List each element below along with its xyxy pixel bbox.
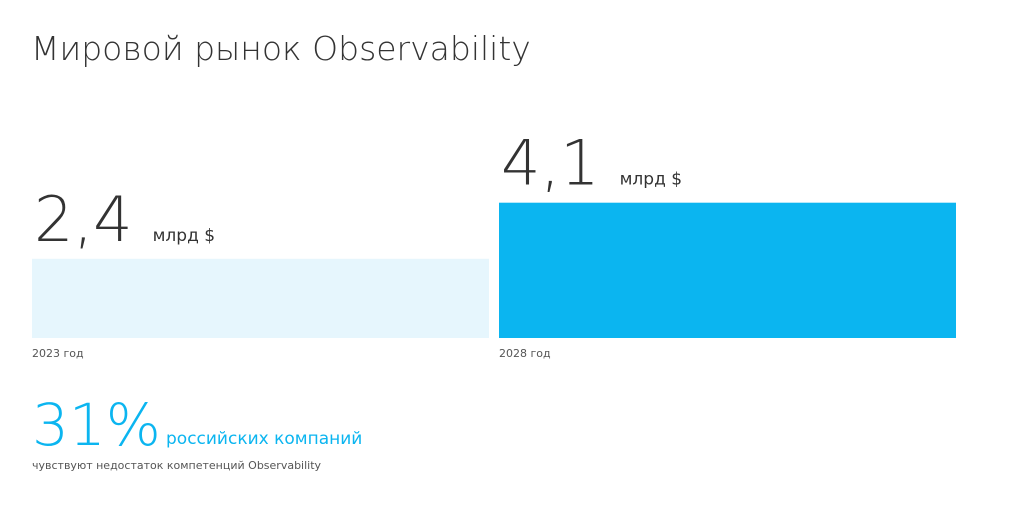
category-label: 2023 год	[32, 347, 84, 360]
value-label: 4,1	[501, 127, 600, 200]
category-label: 2028 год	[499, 347, 551, 360]
value-unit: млрд $	[153, 226, 215, 246]
stat-caption: чувствуют недостаток компетенций Observa…	[32, 459, 322, 472]
stat-label: российских компаний	[166, 429, 362, 449]
bar	[499, 202, 956, 338]
bar	[32, 258, 489, 338]
title: Мировой рынок Observability	[31, 29, 531, 68]
value-unit: млрд $	[620, 170, 682, 190]
stat-value: 31%	[32, 391, 161, 459]
value-label: 2,4	[34, 183, 133, 256]
